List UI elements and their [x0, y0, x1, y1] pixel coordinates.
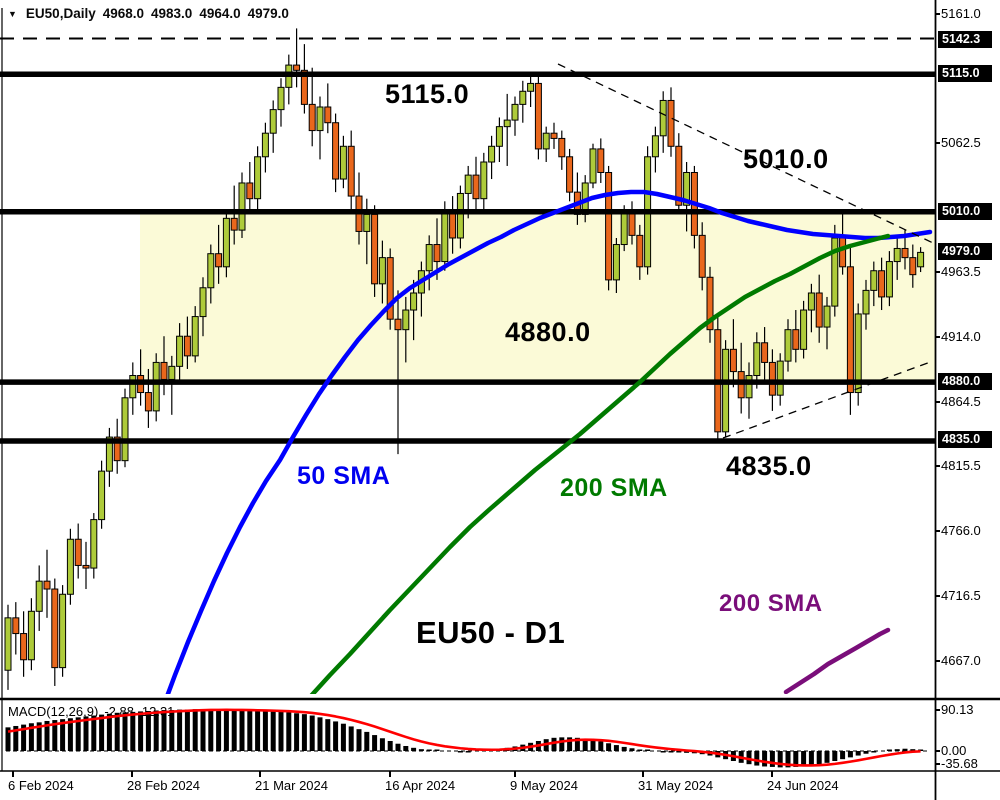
- time-tick: [771, 771, 773, 777]
- price-tick: [936, 595, 940, 597]
- zone-rect: [140, 213, 935, 381]
- trendline-2: [722, 360, 934, 439]
- price-label: 4766.0: [941, 523, 981, 538]
- price-label: 4716.5: [941, 588, 981, 603]
- ohlc-low: 4964.0: [199, 6, 241, 21]
- price-label: 4914.0: [941, 329, 981, 344]
- price-tick: [936, 660, 940, 662]
- price-tick: [936, 13, 940, 15]
- price-badge: 4880.0: [938, 372, 992, 390]
- date-label: 9 May 2024: [510, 778, 578, 793]
- date-label: 21 Mar 2024: [255, 778, 328, 793]
- date-label: 31 May 2024: [638, 778, 714, 793]
- price-label: 4963.5: [941, 264, 981, 279]
- macd-scale-label: 0.00: [941, 743, 967, 758]
- price-tick: [936, 271, 940, 273]
- macd-histogram: [5, 709, 930, 768]
- moving-averages: [165, 189, 933, 694]
- price-tick: [936, 336, 940, 338]
- price-badge: 4835.0: [938, 430, 992, 448]
- symbol-dropdown-icon[interactable]: ▼: [8, 8, 17, 19]
- price-tick: [936, 465, 940, 467]
- title-bar: ▼ EU50,Daily 4968.0 4983.0 4964.0 4979.0: [8, 6, 289, 21]
- price-label: 4815.5: [941, 458, 981, 473]
- time-tick: [514, 771, 516, 777]
- price-tick: [936, 142, 940, 144]
- price-label: 4667.0: [941, 653, 981, 668]
- consolidation-zone: [140, 213, 935, 381]
- sma50-line: [165, 189, 933, 694]
- price-tick: [936, 401, 940, 403]
- price-badge: 5115.0: [938, 64, 992, 82]
- time-tick: [389, 771, 391, 777]
- sma200-label: 200 SMA: [560, 474, 668, 502]
- sma200-weekly-line: [783, 627, 891, 694]
- macd-indicator[interactable]: MACD(12,26,9)-2.88 -12.31: [5, 704, 931, 768]
- level-label-4880: 4880.0: [505, 317, 591, 347]
- price-tick: [936, 530, 940, 532]
- price-label: 5062.5: [941, 135, 981, 150]
- ohlc-open: 4968.0: [102, 6, 145, 21]
- ohlc-high: 4983.0: [151, 6, 193, 21]
- date-label: 28 Feb 2024: [127, 778, 201, 793]
- price-badge: 4979.0: [938, 242, 992, 260]
- level-label-4835: 4835.0: [726, 451, 812, 481]
- macd-signal-line: [7, 708, 921, 767]
- level-label-5115: 5115.0: [385, 79, 470, 109]
- horizontal-levels[interactable]: [0, 37, 935, 444]
- time-tick: [259, 771, 261, 777]
- date-label: 24 Jun 2024: [767, 778, 839, 793]
- price-label: 4864.5: [941, 394, 981, 409]
- ohlc-close: 4979.0: [247, 6, 289, 21]
- price-badge: 5010.0: [938, 202, 992, 220]
- symbol-label: EU50 - D1: [416, 615, 566, 650]
- sma50-label: 50 SMA: [297, 462, 391, 490]
- time-tick: [642, 771, 644, 777]
- macd-tick: [936, 750, 940, 752]
- trendlines[interactable]: [557, 63, 934, 439]
- time-tick: [131, 771, 133, 777]
- symbol-period: EU50,Daily: [25, 6, 96, 21]
- price-label: 5161.0: [941, 6, 981, 21]
- date-label: 16 Apr 2024: [385, 778, 456, 793]
- date-label: 6 Feb 2024: [8, 778, 74, 793]
- macd-scale-label: 90.13: [941, 702, 974, 717]
- level-label-5010: 5010.0: [743, 144, 829, 174]
- sma200w-label: 200 SMA: [719, 590, 823, 617]
- sma200-line: [309, 233, 891, 694]
- price-badge: 5142.3: [938, 30, 992, 48]
- macd-tick: [936, 763, 940, 765]
- macd-tick: [936, 709, 940, 711]
- time-tick: [12, 771, 14, 777]
- macd-scale-label: -35.68: [941, 756, 978, 771]
